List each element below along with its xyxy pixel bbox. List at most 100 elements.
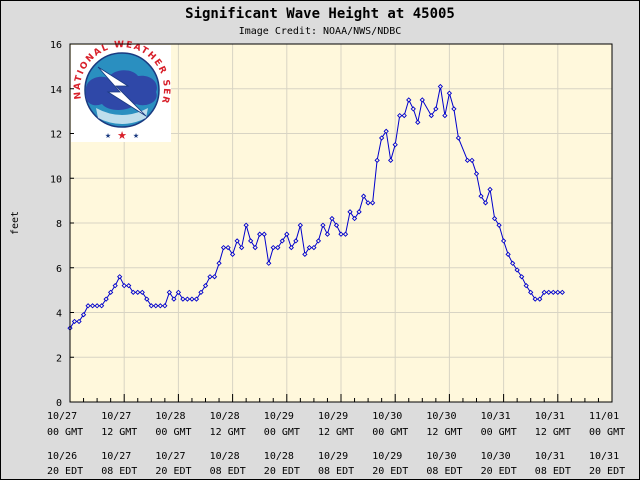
data-point [302, 251, 308, 257]
data-point [433, 106, 439, 112]
data-point [243, 222, 249, 228]
data-point [98, 303, 105, 309]
series-wave-height [67, 83, 565, 331]
data-point [238, 244, 245, 251]
x-tick-label-edt-time: 20 EDT [264, 466, 300, 477]
x-tick-label-edt-time: 08 EDT [210, 466, 246, 477]
y-tick-label: 8 [56, 219, 62, 230]
x-tick-label-edt-time: 08 EDT [426, 466, 462, 477]
x-tick-label-edt-time: 20 EDT [155, 466, 191, 477]
data-point [315, 238, 322, 244]
data-point [500, 238, 507, 244]
data-point [351, 215, 358, 222]
data-point [401, 112, 407, 119]
x-tick-label-gmt-date: 10/28 [210, 411, 240, 422]
svg-text:★: ★ [105, 132, 111, 140]
data-point [333, 222, 340, 228]
data-point [275, 244, 281, 251]
data-point [360, 193, 367, 199]
data-point [519, 274, 525, 280]
data-point [505, 251, 511, 257]
data-point [537, 296, 543, 302]
data-point [225, 244, 231, 251]
data-point [469, 157, 475, 163]
data-point [496, 222, 502, 228]
data-point [202, 283, 209, 289]
data-point [514, 267, 520, 273]
data-point [112, 283, 118, 289]
x-tick-label-gmt-time: 00 GMT [264, 427, 300, 438]
data-point [144, 296, 150, 302]
x-tick-label-gmt-date: 10/29 [318, 411, 348, 422]
x-tick-label-edt-time: 20 EDT [372, 466, 408, 477]
y-tick-label: 10 [50, 174, 62, 185]
data-point [193, 296, 200, 302]
data-point [248, 238, 254, 244]
x-tick-label-edt-date: 10/31 [589, 451, 619, 462]
data-point [139, 289, 145, 295]
chart-title: Significant Wave Height at 45005 [185, 6, 455, 22]
x-tick-label-gmt-time: 00 GMT [372, 427, 408, 438]
data-point [324, 231, 331, 237]
x-tick-label-gmt-time: 00 GMT [47, 427, 83, 438]
y-tick-label: 4 [56, 309, 62, 320]
x-tick-label-edt-time: 08 EDT [318, 466, 354, 477]
x-tick-label-edt-date: 10/27 [101, 451, 131, 462]
x-tick-label-gmt-time: 00 GMT [589, 427, 625, 438]
data-point [374, 157, 380, 163]
chart-subtitle: Image Credit: NOAA/NWS/NDBC [239, 26, 402, 37]
data-point [171, 296, 177, 302]
x-tick-label-edt-date: 10/26 [47, 451, 77, 462]
x-tick-label-gmt-time: 12 GMT [426, 427, 462, 438]
x-tick-label-gmt-time: 12 GMT [535, 427, 571, 438]
x-tick-label-gmt-date: 10/27 [47, 411, 77, 422]
data-point [175, 289, 182, 295]
data-point [117, 274, 123, 280]
data-point [523, 283, 529, 289]
data-point [329, 215, 335, 222]
data-point [369, 200, 376, 206]
x-tick-label-gmt-date: 10/30 [426, 411, 456, 422]
data-point [415, 119, 421, 125]
data-point [293, 238, 299, 244]
x-tick-label-edt-date: 10/27 [155, 451, 185, 462]
data-point [392, 142, 398, 148]
x-tick-label-gmt-date: 10/28 [155, 411, 185, 422]
data-point [126, 283, 132, 289]
x-tick-label-gmt-time: 12 GMT [210, 427, 246, 438]
data-point [410, 106, 416, 112]
data-point [279, 238, 285, 244]
y-tick-label: 14 [50, 85, 62, 96]
x-tick-label-edt-time: 08 EDT [535, 466, 571, 477]
data-point [229, 251, 236, 257]
x-tick-label-gmt-date: 10/31 [481, 411, 511, 422]
y-axis-label: feet [10, 211, 21, 235]
y-tick-label: 16 [50, 40, 62, 51]
data-point [234, 238, 240, 244]
data-point [252, 244, 258, 251]
data-point [388, 157, 394, 163]
data-point [442, 112, 448, 119]
data-point [311, 244, 317, 251]
x-tick-label-edt-time: 08 EDT [101, 466, 137, 477]
data-point [261, 231, 267, 237]
x-tick-label-edt-date: 10/30 [426, 451, 456, 462]
svg-text:★: ★ [133, 132, 139, 140]
y-tick-label: 6 [56, 264, 62, 275]
data-point [455, 135, 462, 141]
x-tick-label-edt-time: 20 EDT [589, 466, 625, 477]
data-point [103, 296, 109, 302]
data-point [446, 90, 453, 96]
data-point [478, 193, 484, 199]
x-tick-label-edt-time: 20 EDT [47, 466, 83, 477]
data-point [342, 231, 349, 237]
data-point [428, 112, 434, 119]
data-point [266, 260, 272, 266]
x-tick-label-gmt-date: 10/29 [264, 411, 294, 422]
x-tick-label-gmt-time: 12 GMT [318, 427, 354, 438]
data-point [108, 289, 114, 295]
data-point [451, 106, 457, 112]
data-point [347, 209, 353, 215]
x-tick-label-gmt-date: 10/30 [372, 411, 402, 422]
axes: 0 2 4 6 8 10 12 14 16 10/27 00 GMT 10/26 20 EDT 10/27… [47, 40, 625, 477]
